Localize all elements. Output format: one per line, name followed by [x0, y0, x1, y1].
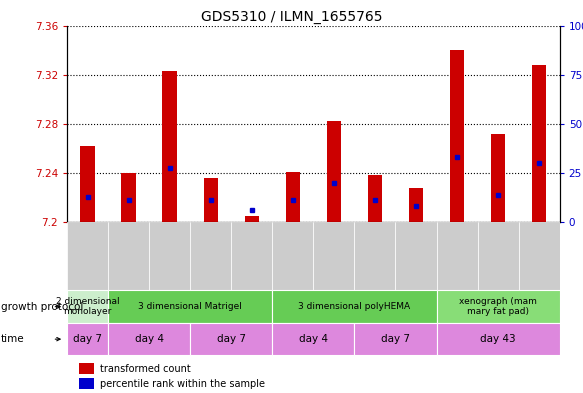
Bar [121, 173, 136, 222]
Bar [231, 222, 272, 290]
Bar [79, 363, 94, 374]
Bar [491, 134, 505, 222]
Bar [286, 172, 300, 222]
Text: growth protocol: growth protocol [1, 302, 83, 312]
Bar [477, 222, 519, 290]
Bar [108, 290, 272, 323]
Bar [437, 290, 560, 323]
Text: day 43: day 43 [480, 334, 516, 344]
Text: day 7: day 7 [217, 334, 246, 344]
Bar [67, 290, 108, 323]
Bar [519, 222, 560, 290]
Text: day 7: day 7 [381, 334, 410, 344]
Bar [409, 188, 423, 222]
Bar [190, 323, 272, 355]
Text: 3 dimensional polyHEMA: 3 dimensional polyHEMA [298, 302, 410, 311]
Text: 3 dimensional Matrigel: 3 dimensional Matrigel [138, 302, 242, 311]
Bar [313, 222, 354, 290]
Bar [163, 71, 177, 222]
Bar [395, 222, 437, 290]
Bar [80, 146, 95, 222]
Bar [354, 323, 437, 355]
Bar [108, 323, 190, 355]
Bar [245, 216, 259, 222]
Bar [368, 175, 382, 222]
Text: xenograph (mam
mary fat pad): xenograph (mam mary fat pad) [459, 297, 537, 316]
Text: day 4: day 4 [299, 334, 328, 344]
Text: transformed count: transformed count [100, 364, 191, 374]
Bar [326, 121, 341, 222]
Bar [190, 222, 231, 290]
Bar [272, 222, 313, 290]
Text: percentile rank within the sample: percentile rank within the sample [100, 378, 265, 389]
Text: day 4: day 4 [135, 334, 164, 344]
Text: 2 dimensional
monolayer: 2 dimensional monolayer [56, 297, 120, 316]
Bar [437, 323, 560, 355]
Bar [437, 222, 477, 290]
Bar [108, 222, 149, 290]
Bar [272, 290, 437, 323]
Bar [79, 378, 94, 389]
Bar [532, 65, 546, 222]
Text: time: time [1, 334, 25, 344]
Text: day 7: day 7 [73, 334, 102, 344]
Bar [450, 50, 464, 222]
Bar [272, 323, 354, 355]
Bar [67, 222, 108, 290]
Bar [67, 323, 108, 355]
Bar [203, 178, 218, 222]
Bar [354, 222, 395, 290]
Bar [149, 222, 190, 290]
Text: GDS5310 / ILMN_1655765: GDS5310 / ILMN_1655765 [201, 10, 382, 24]
